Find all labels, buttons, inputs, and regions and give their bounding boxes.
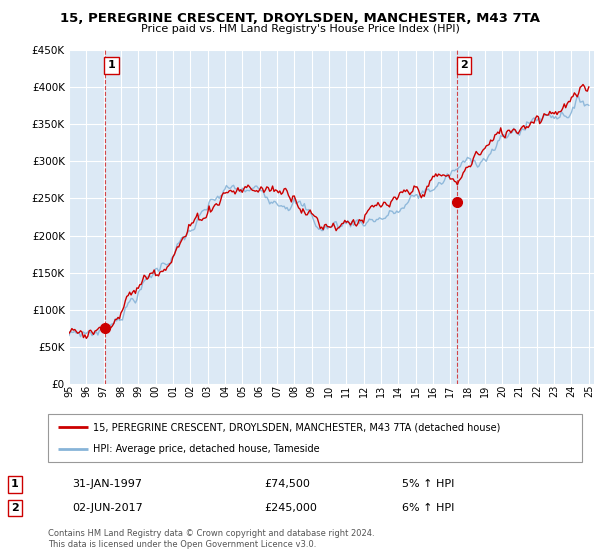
- Text: £245,000: £245,000: [264, 503, 317, 513]
- Text: 02-JUN-2017: 02-JUN-2017: [72, 503, 143, 513]
- Text: £74,500: £74,500: [264, 479, 310, 489]
- Text: 1: 1: [107, 60, 115, 71]
- Text: 1: 1: [11, 479, 19, 489]
- Text: 2: 2: [460, 60, 468, 71]
- Text: Price paid vs. HM Land Registry's House Price Index (HPI): Price paid vs. HM Land Registry's House …: [140, 24, 460, 34]
- Text: HPI: Average price, detached house, Tameside: HPI: Average price, detached house, Tame…: [94, 444, 320, 454]
- Text: 6% ↑ HPI: 6% ↑ HPI: [402, 503, 454, 513]
- Text: 15, PEREGRINE CRESCENT, DROYLSDEN, MANCHESTER, M43 7TA: 15, PEREGRINE CRESCENT, DROYLSDEN, MANCH…: [60, 12, 540, 25]
- FancyBboxPatch shape: [48, 414, 582, 462]
- Text: 31-JAN-1997: 31-JAN-1997: [72, 479, 142, 489]
- Text: 5% ↑ HPI: 5% ↑ HPI: [402, 479, 454, 489]
- Text: 2: 2: [11, 503, 19, 513]
- Text: 15, PEREGRINE CRESCENT, DROYLSDEN, MANCHESTER, M43 7TA (detached house): 15, PEREGRINE CRESCENT, DROYLSDEN, MANCH…: [94, 422, 501, 432]
- Text: Contains HM Land Registry data © Crown copyright and database right 2024.
This d: Contains HM Land Registry data © Crown c…: [48, 529, 374, 549]
